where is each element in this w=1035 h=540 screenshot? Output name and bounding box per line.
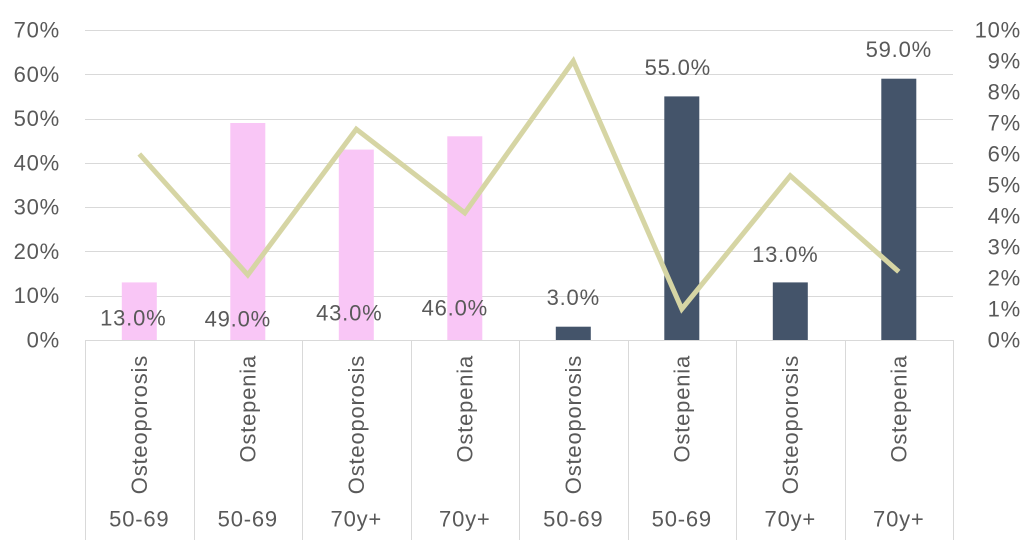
category-label: Ostepenia (669, 355, 694, 463)
right-axis-tick-label: 5% (988, 173, 1021, 198)
right-value-axis: 0% 1% 2% 3% 4% 5% 6% 7% 8% 9% 10% (975, 18, 1021, 353)
category-label: Osteoporosis (561, 355, 586, 494)
category-group-label: 50-69 (109, 507, 169, 532)
left-axis-tick-label: 0% (27, 328, 60, 353)
left-axis-tick-label: 40% (14, 150, 60, 175)
category-group-label: 70y+ (765, 507, 817, 532)
line-series (137, 55, 901, 314)
category-label: Ostepenia (886, 355, 911, 463)
gridlines (85, 30, 953, 341)
right-axis-tick-label: 10% (975, 18, 1021, 43)
category-label: Osteoporosis (778, 355, 803, 494)
right-axis-tick-label: 7% (988, 111, 1021, 136)
category-group-label: 70y+ (873, 507, 925, 532)
right-axis-tick-label: 4% (988, 204, 1021, 229)
category-group-label: 50-69 (652, 507, 712, 532)
left-axis-tick-label: 30% (14, 195, 60, 220)
bar-series (121, 78, 917, 341)
bar-8 (881, 78, 917, 340)
bar-2 (230, 123, 266, 340)
right-axis-tick-label: 6% (988, 142, 1021, 167)
bar-data-label-3: 43.0% (316, 301, 382, 326)
bar-5 (555, 326, 591, 340)
category-group-label: 50-69 (218, 507, 278, 532)
bar-1 (121, 282, 157, 340)
bar-7 (772, 282, 808, 340)
right-axis-tick-label: 9% (988, 49, 1021, 74)
left-axis-tick-label: 10% (14, 283, 60, 308)
right-axis-tick-label: 1% (988, 297, 1021, 322)
bar-data-label-5: 3.0% (547, 285, 600, 310)
right-axis-tick-label: 2% (988, 266, 1021, 291)
right-axis-tick-label: 0% (988, 328, 1021, 353)
category-label: Osteoporosis (344, 355, 369, 494)
left-value-axis: 0% 10% 20% 30% 40% 50% 60% 70% (14, 18, 60, 353)
bar-data-label-2: 49.0% (205, 307, 271, 332)
bar-data-label-8: 59.0% (866, 37, 932, 62)
category-label: Ostepenia (235, 355, 260, 463)
bar-3 (338, 149, 374, 340)
right-axis-tick-label: 8% (988, 80, 1021, 105)
bar-data-labels: 13.0% 49.0% 43.0% 46.0% 3.0% 55.0% 13.0% 59.0% (100, 37, 932, 332)
left-axis-tick-label: 50% (14, 106, 60, 131)
bar-data-label-4: 46.0% (422, 296, 488, 321)
category-axis: Osteoporosis Ostepenia Osteoporosis Ostepen… (109, 355, 924, 532)
right-axis-tick-label: 3% (988, 235, 1021, 260)
bar-6 (664, 96, 700, 341)
category-axis-separators (85, 340, 954, 540)
bar-data-label-7: 13.0% (752, 242, 818, 267)
left-axis-tick-label: 20% (14, 239, 60, 264)
category-label: Osteoporosis (127, 355, 152, 494)
category-group-label: 70y+ (439, 507, 491, 532)
line-series-group (137, 55, 901, 314)
bar-4 (447, 136, 483, 340)
category-group-label: 50-69 (543, 507, 603, 532)
bar-data-label-1: 13.0% (100, 306, 166, 331)
category-group-label: 70y+ (331, 507, 383, 532)
bar-data-label-6: 55.0% (645, 55, 711, 80)
left-axis-tick-label: 70% (14, 18, 60, 43)
category-label: Ostepenia (452, 355, 477, 463)
left-axis-tick-label: 60% (14, 62, 60, 87)
